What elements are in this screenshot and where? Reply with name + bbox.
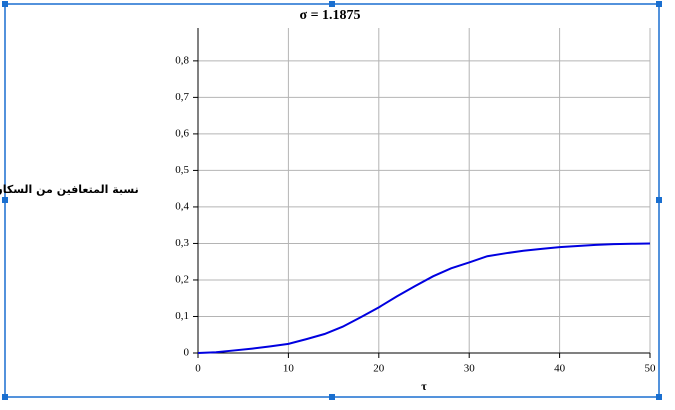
- y-tick-label: 0,1: [175, 310, 189, 322]
- y-tick-label: 0,3: [175, 237, 189, 249]
- data-line: [197, 242, 651, 354]
- y-tick-label: 0,2: [175, 273, 189, 285]
- chart-title: σ = 1.1875: [299, 8, 360, 23]
- y-axis-label: نسبة المتعافين من السكان: [0, 183, 139, 196]
- selection-handles: [2, 1, 662, 400]
- y-tick-label: 0,4: [175, 200, 189, 212]
- y-tick-label: 0,7: [175, 91, 189, 103]
- y-tick-label: 0,8: [175, 54, 189, 66]
- x-tick-label: 0: [195, 363, 201, 375]
- x-tick-label: 50: [645, 363, 657, 375]
- x-axis-label: τ: [421, 379, 427, 393]
- x-tick-label: 20: [373, 363, 385, 375]
- x-tick-label: 40: [554, 363, 566, 375]
- x-tick-label: 10: [283, 363, 295, 375]
- y-tick-label: 0,6: [175, 127, 189, 139]
- selection-frame: [4, 3, 660, 398]
- y-tick-label: 0,5: [175, 164, 189, 176]
- y-tick-label: 0: [184, 347, 190, 359]
- x-tick-label: 30: [464, 363, 476, 375]
